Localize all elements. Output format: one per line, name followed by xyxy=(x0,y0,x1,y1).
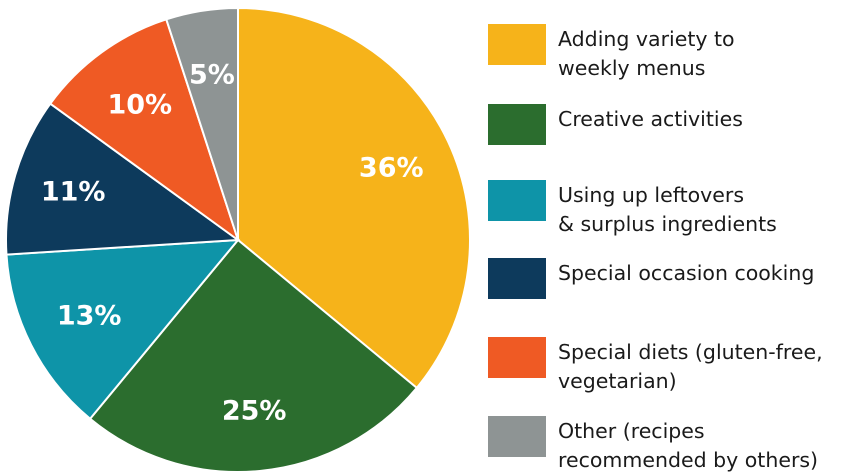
slice-value-label: 25% xyxy=(222,395,287,426)
legend-item: Other (recipes recommended by others) xyxy=(488,416,843,475)
legend-item: Creative activities xyxy=(488,104,843,145)
pie-slice xyxy=(237,6,471,390)
legend-item: Special occasion cooking xyxy=(488,258,843,299)
pie-slice xyxy=(5,102,241,256)
pie-slice xyxy=(165,6,239,241)
legend-item: Using up leftovers & surplus ingredients xyxy=(488,180,843,239)
legend-swatch xyxy=(488,416,546,457)
pie-slice xyxy=(5,238,241,421)
legend-item: Adding variety to weekly menus xyxy=(488,24,843,83)
slice-value-label: 11% xyxy=(41,177,106,208)
slice-value-label: 5% xyxy=(189,60,235,91)
pie-slice xyxy=(88,238,419,473)
pie-slice xyxy=(48,18,240,243)
legend-swatch xyxy=(488,180,546,221)
pie-chart: 36% 25% 13% 11% 10% 5% xyxy=(5,6,471,473)
legend-swatch xyxy=(488,104,546,145)
legend-swatch xyxy=(488,24,546,65)
legend-swatch xyxy=(488,337,546,378)
slice-value-label: 13% xyxy=(57,300,122,331)
legend-label: Creative activities xyxy=(558,107,743,131)
legend: Adding variety to weekly menus Creative a… xyxy=(488,0,850,476)
legend-label: Using up leftovers & surplus ingredients xyxy=(558,183,777,236)
legend-label: Special diets (gluten-free, vegetarian) xyxy=(558,340,823,393)
slice-value-label: 36% xyxy=(359,152,424,183)
legend-swatch xyxy=(488,258,546,299)
slice-value-label: 10% xyxy=(107,89,172,120)
legend-label: Adding variety to weekly menus xyxy=(558,27,735,80)
legend-label: Other (recipes recommended by others) xyxy=(558,419,819,472)
legend-label: Special occasion cooking xyxy=(558,261,815,285)
legend-item: Special diets (gluten-free, vegetarian) xyxy=(488,337,843,396)
